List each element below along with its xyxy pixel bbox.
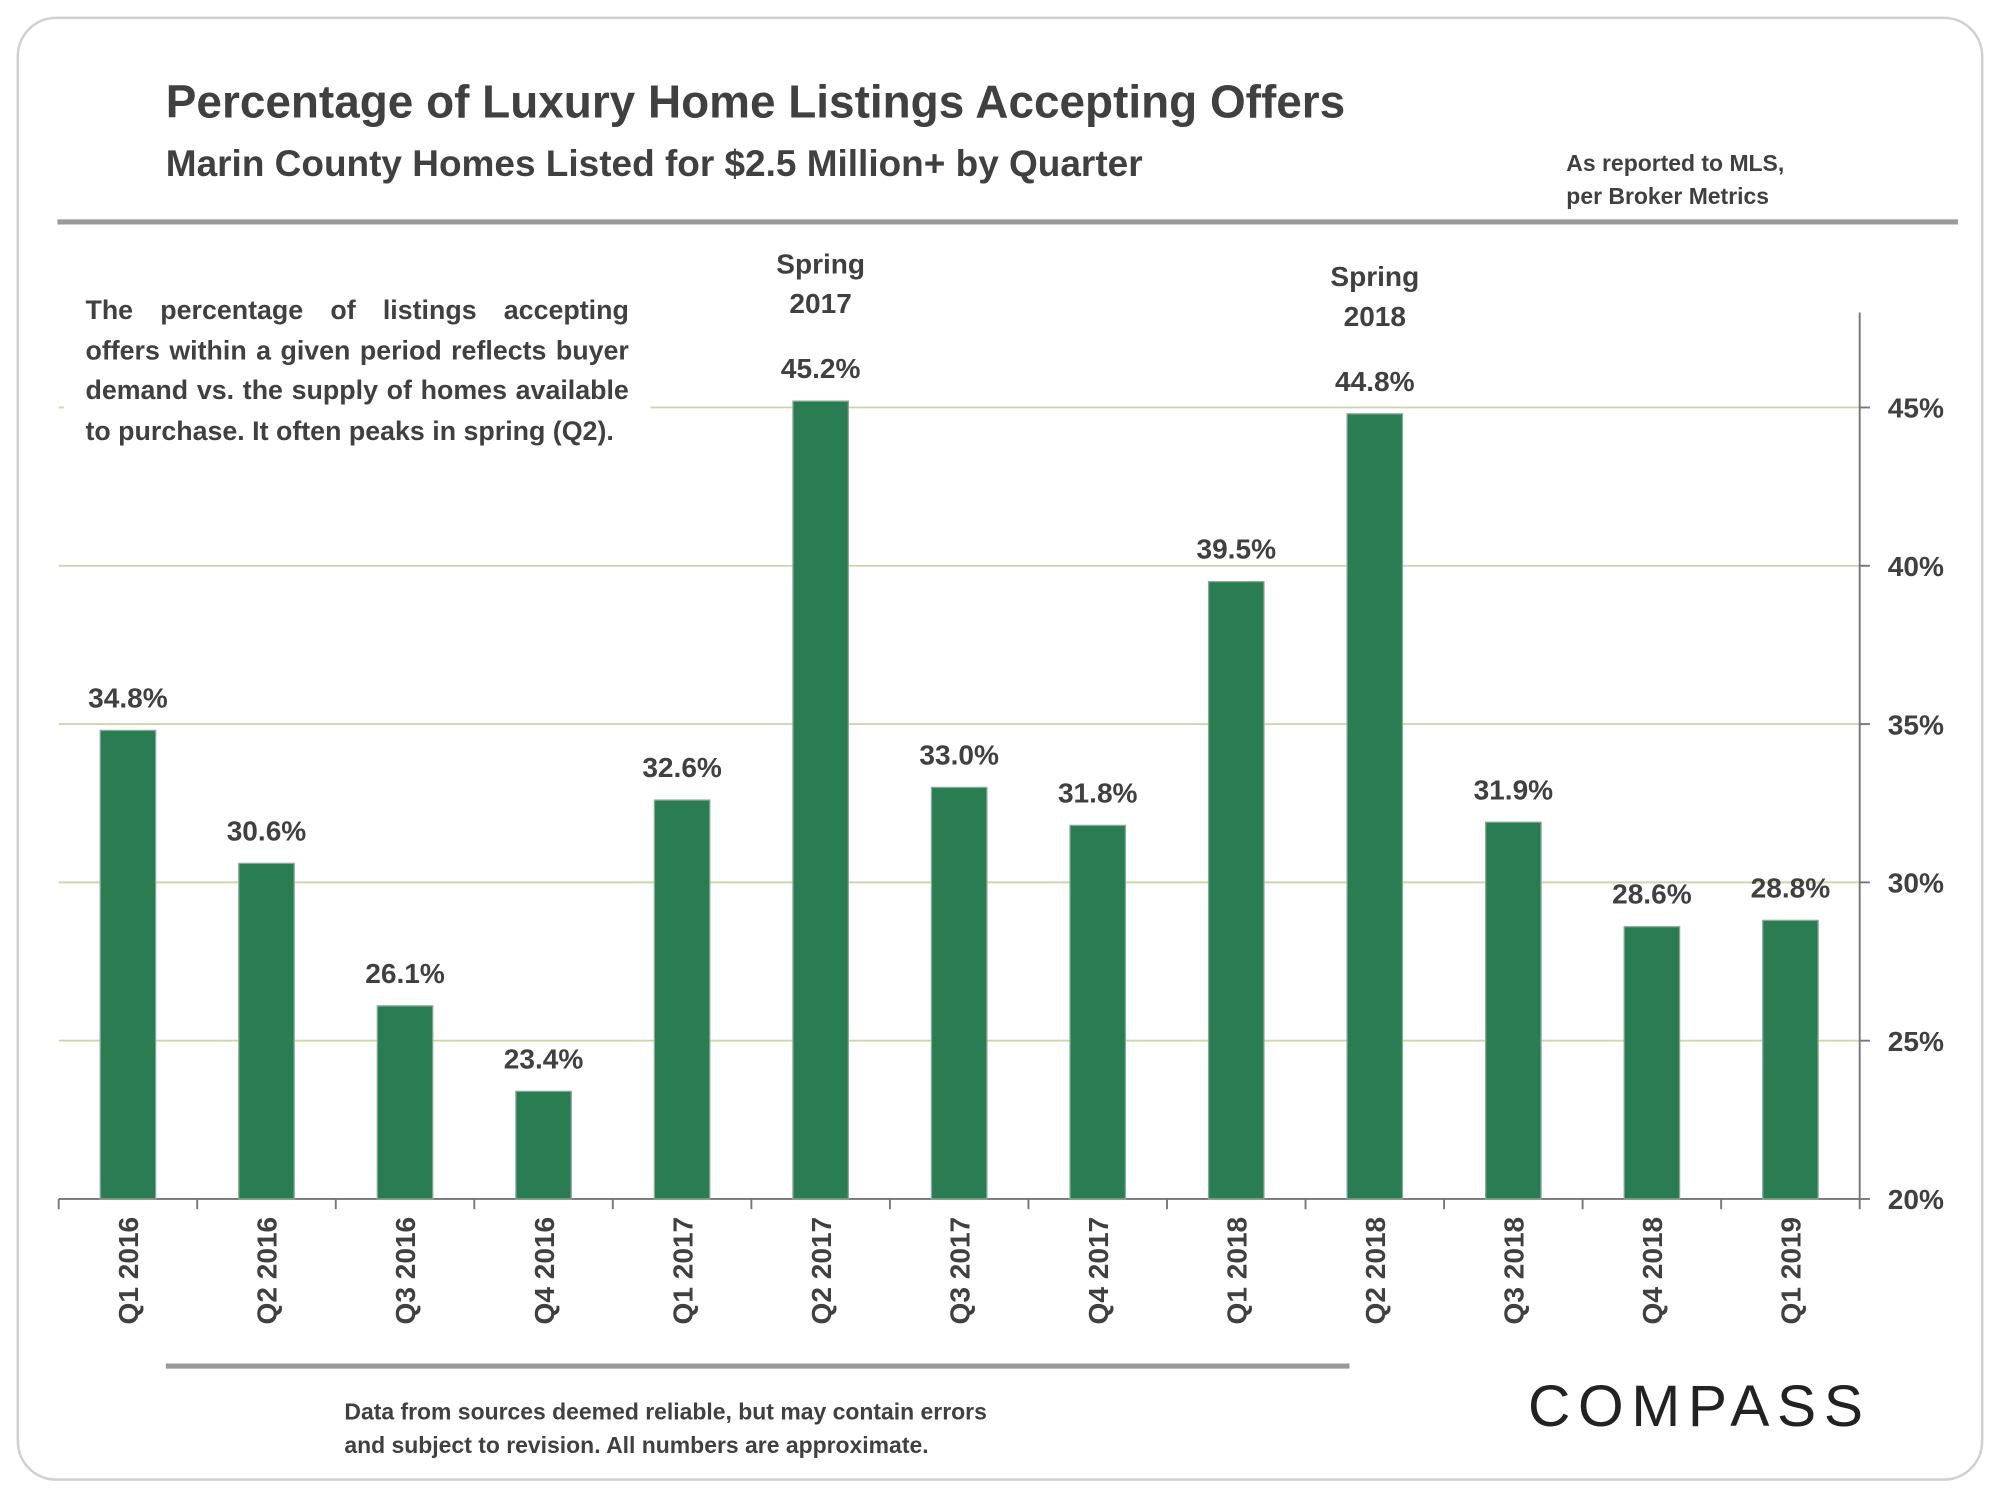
value-label: 33.0% xyxy=(919,739,999,770)
value-label: 26.1% xyxy=(365,958,445,989)
bar xyxy=(1207,580,1265,1200)
x-tick-label: Q1 2016 xyxy=(113,1217,144,1325)
x-tick-label: Q2 2016 xyxy=(252,1217,283,1325)
x-tick-label: Q3 2017 xyxy=(944,1217,975,1325)
frame xyxy=(16,16,1984,1481)
x-tick-label: Q4 2018 xyxy=(1637,1217,1668,1325)
value-label: 28.8% xyxy=(1751,872,1831,903)
x-tick-label: Q3 2016 xyxy=(390,1217,421,1325)
y-tick-label: 40% xyxy=(1888,551,1944,582)
y-tick-label: 45% xyxy=(1888,393,1944,424)
bar xyxy=(1069,824,1127,1200)
y-tick-label: 25% xyxy=(1888,1026,1944,1057)
x-tick-label: Q4 2016 xyxy=(529,1217,560,1325)
x-tick-label: Q1 2018 xyxy=(1221,1217,1252,1325)
bar xyxy=(99,729,157,1200)
footer-line: and subject to revision. All numbers are… xyxy=(344,1432,928,1458)
bar xyxy=(1484,821,1542,1200)
chart-subtitle: Marin County Homes Listed for $2.5 Milli… xyxy=(166,143,1143,184)
value-label: 44.8% xyxy=(1335,366,1415,397)
x-tick-label: Q2 2018 xyxy=(1360,1217,1391,1325)
source-line: As reported to MLS, xyxy=(1566,150,1784,176)
bar xyxy=(1346,413,1404,1200)
x-tick-label: Q4 2017 xyxy=(1083,1217,1114,1325)
x-tick-label: Q3 2018 xyxy=(1499,1217,1530,1325)
bar xyxy=(1762,919,1819,1200)
x-tick-label: Q2 2017 xyxy=(806,1217,837,1325)
chart-title: Percentage of Luxury Home Listings Accep… xyxy=(166,75,1345,127)
note: The percentage of listings accepting off… xyxy=(63,290,651,452)
annotation: Spring xyxy=(776,249,865,280)
value-label: 45.2% xyxy=(781,353,861,384)
source-line: per Broker Metrics xyxy=(1566,183,1769,209)
y-tick-label: 20% xyxy=(1888,1184,1944,1215)
bar xyxy=(238,862,295,1200)
bar xyxy=(653,799,711,1200)
annotation: 2017 xyxy=(789,288,851,319)
value-label: 31.8% xyxy=(1058,777,1138,808)
value-label: 39.5% xyxy=(1196,534,1276,565)
y-tick-label: 35% xyxy=(1888,709,1944,740)
x-tick-label: Q1 2017 xyxy=(667,1217,698,1325)
y-tick-label: 30% xyxy=(1888,868,1944,899)
note-box: The percentage of listings accepting off… xyxy=(63,290,651,452)
logo: COMPASS xyxy=(1528,1374,1871,1439)
footer-line: Data from sources deemed reliable, but m… xyxy=(344,1399,986,1425)
value-label: 28.6% xyxy=(1612,879,1692,910)
x-tick-label: Q1 2019 xyxy=(1776,1217,1807,1325)
annotation: 2018 xyxy=(1344,301,1406,332)
bar xyxy=(930,786,988,1200)
bar xyxy=(1623,926,1681,1200)
value-label: 34.8% xyxy=(88,682,168,713)
value-label: 32.6% xyxy=(642,752,722,783)
value-label: 31.9% xyxy=(1474,774,1554,805)
bar xyxy=(792,400,849,1200)
value-label: 30.6% xyxy=(227,815,307,846)
bar xyxy=(376,1005,434,1200)
value-label: 23.4% xyxy=(504,1043,584,1074)
bar xyxy=(515,1090,572,1200)
annotation: Spring xyxy=(1330,261,1419,292)
